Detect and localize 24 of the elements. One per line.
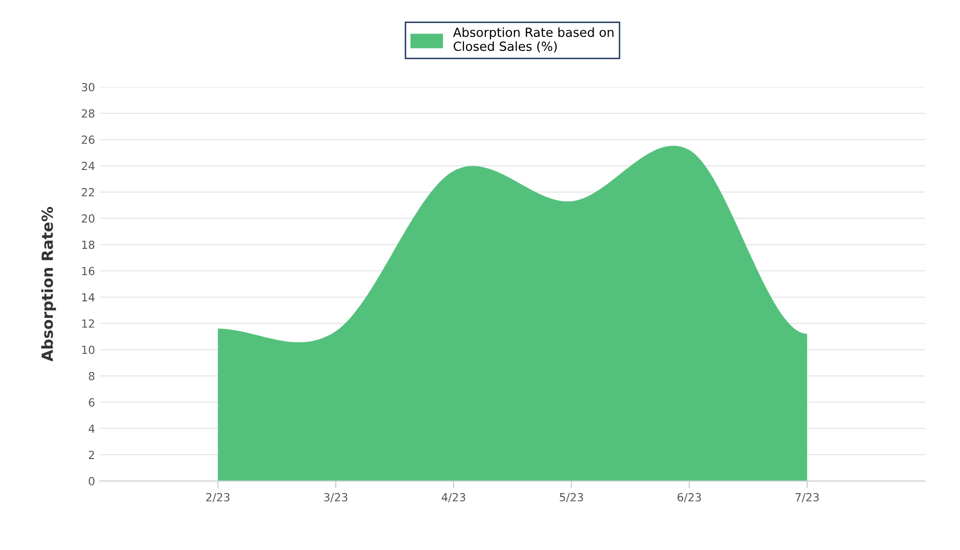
y-tick-label: 22 [82, 188, 94, 196]
x-tick-label: 5/23 [560, 493, 584, 502]
x-tick-label: 4/23 [442, 493, 466, 502]
y-tick-label: 14 [82, 293, 95, 302]
y-tick-label: 2 [88, 450, 94, 459]
y-tick-label: 12 [82, 319, 94, 328]
y-tick-label: 20 [82, 214, 94, 223]
y-tick-label: 4 [88, 424, 95, 433]
y-tick-label: 26 [82, 136, 94, 144]
y-tick-label: 6 [88, 398, 94, 407]
x-tick-label: 3/23 [324, 493, 348, 502]
y-tick-label: 10 [82, 346, 94, 354]
x-tick-label: 2/23 [206, 493, 230, 502]
y-tick-label: 0 [88, 476, 94, 486]
y-axis-title: Absorption Rate% [41, 206, 56, 362]
y-tick-label: 28 [82, 109, 94, 118]
y-tick-label: 30 [82, 82, 94, 92]
y-tick-label: 16 [82, 266, 94, 276]
y-tick-label: 8 [88, 372, 94, 380]
x-tick-label: 7/23 [796, 493, 819, 502]
x-tick-label: 6/23 [678, 493, 701, 502]
y-tick-label: 24 [82, 162, 95, 170]
legend-label: Absorption Rate based on Closed Sales (%) [453, 27, 614, 52]
y-tick-label: 18 [82, 240, 94, 249]
